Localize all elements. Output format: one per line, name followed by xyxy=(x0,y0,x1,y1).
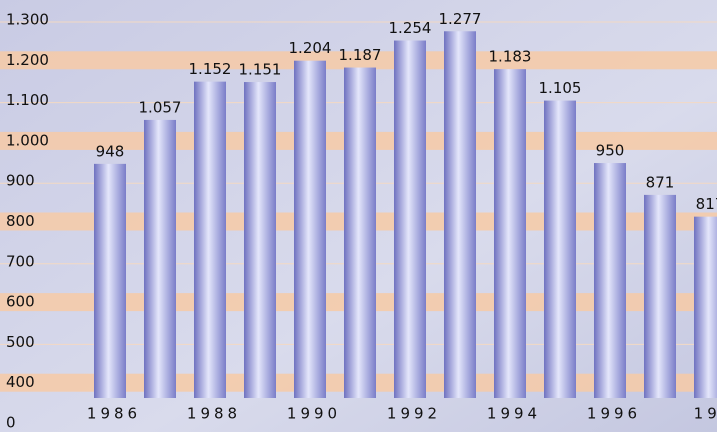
y-tick-label: 900 xyxy=(6,172,35,190)
bar xyxy=(294,60,326,399)
x-tick-label: 1988 xyxy=(187,405,241,423)
x-tick-label: 1992 xyxy=(387,405,441,423)
y-tick-label: 1.200 xyxy=(6,51,49,69)
value-label: 1.254 xyxy=(389,19,432,37)
value-label: 950 xyxy=(596,142,625,160)
bar xyxy=(644,194,676,398)
value-label: 1.183 xyxy=(489,48,532,66)
value-label: 948 xyxy=(96,142,125,160)
value-label: 817 xyxy=(696,195,717,213)
grid-band xyxy=(0,51,717,70)
bar xyxy=(594,163,626,398)
y-tick-label: 1.100 xyxy=(6,91,49,109)
value-label: 1.105 xyxy=(539,79,582,97)
y-tick-label: 700 xyxy=(6,252,35,270)
y-tick-label: 0 xyxy=(6,414,16,432)
bar xyxy=(544,100,576,399)
bar xyxy=(94,163,126,398)
y-tick-label: 1.000 xyxy=(6,131,49,149)
x-tick-label: 199 xyxy=(694,405,717,423)
value-label: 1.152 xyxy=(189,60,232,78)
x-tick-label: 1986 xyxy=(87,405,141,423)
bar xyxy=(444,31,476,398)
value-label: 1.204 xyxy=(289,39,332,57)
bar xyxy=(244,82,276,398)
value-label: 871 xyxy=(646,173,675,191)
y-tick-label: 600 xyxy=(6,293,35,311)
x-tick-label: 1994 xyxy=(487,405,541,423)
bar xyxy=(194,81,226,399)
value-label: 1.277 xyxy=(439,10,482,28)
bar xyxy=(694,216,717,398)
x-tick-label: 1990 xyxy=(287,405,341,423)
y-tick-label: 800 xyxy=(6,212,35,230)
y-tick-label: 400 xyxy=(6,373,35,391)
value-label: 1.151 xyxy=(239,61,282,79)
x-tick-label: 1996 xyxy=(587,405,641,423)
bar xyxy=(344,67,376,398)
bar xyxy=(144,119,176,398)
value-label: 1.187 xyxy=(339,46,382,64)
bar xyxy=(394,40,426,399)
y-tick-label: 1.300 xyxy=(6,11,49,29)
bar xyxy=(494,69,526,398)
value-label: 1.057 xyxy=(139,98,182,116)
y-tick-label: 500 xyxy=(6,333,35,351)
